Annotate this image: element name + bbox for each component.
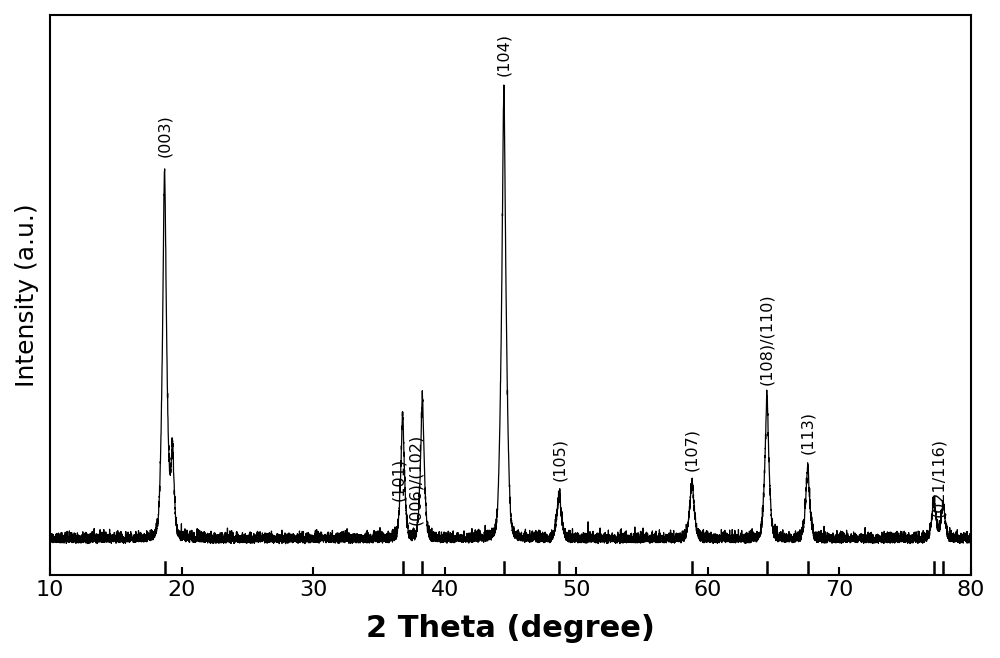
X-axis label: 2 Theta (degree): 2 Theta (degree) [366, 614, 655, 643]
Text: (003): (003) [157, 114, 172, 157]
Text: (108)/(110): (108)/(110) [759, 293, 774, 385]
Text: (101)
(006)/(102): (101) (006)/(102) [391, 434, 423, 525]
Text: (113): (113) [800, 411, 815, 454]
Text: (107): (107) [684, 428, 699, 470]
Text: (021/116): (021/116) [931, 438, 946, 517]
Text: (105): (105) [552, 438, 567, 481]
Y-axis label: Intensity (a.u.): Intensity (a.u.) [15, 203, 39, 387]
Text: (104): (104) [496, 33, 511, 76]
